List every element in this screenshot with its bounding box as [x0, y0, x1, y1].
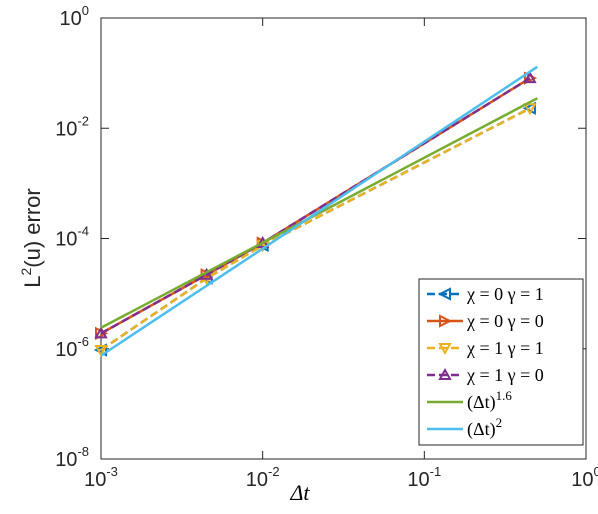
tick-base: 10	[60, 8, 82, 30]
y-tick-label: 10-6	[55, 334, 89, 361]
legend-marker	[439, 314, 453, 328]
tick-exponent: -2	[268, 464, 280, 479]
legend-marker	[437, 287, 451, 301]
tick-exponent: -1	[430, 464, 442, 479]
marker	[522, 101, 536, 115]
y-label-rest: (u) error	[20, 188, 45, 267]
legend-name: (Δt)	[467, 392, 496, 413]
marker	[94, 326, 108, 339]
tick-base: 10	[55, 229, 77, 251]
tick-exponent: -4	[77, 224, 89, 239]
y-tick-label: 100	[60, 3, 89, 30]
legend-name: χ = 0 γ = 0	[466, 311, 544, 331]
tick-base: 10	[55, 339, 77, 361]
tick-base: 10	[407, 469, 429, 491]
marker	[523, 71, 537, 84]
legend-marker	[438, 367, 452, 380]
y-axis-label: L2(u) error	[18, 188, 45, 288]
marker	[523, 71, 538, 85]
y-tick-label: 10-2	[55, 113, 89, 140]
tick-exponent: -6	[77, 334, 89, 349]
marker	[93, 343, 107, 357]
x-tick-label: 10-1	[407, 464, 441, 491]
marker	[95, 326, 109, 341]
y-label-sup: 2	[18, 268, 34, 276]
legend-label: χ = 0 γ = 0	[466, 311, 544, 331]
tick-base: 10	[55, 118, 77, 140]
legend-label: χ = 1 γ = 0	[466, 365, 544, 385]
legend-box	[418, 278, 584, 446]
tick-base: 10	[571, 469, 593, 491]
x-axis-label: Δt	[289, 480, 310, 505]
y-tick-label: 10-4	[55, 224, 89, 251]
legend-label: χ = 0 γ = 1	[466, 284, 544, 304]
x-tick-label: 10-3	[84, 464, 118, 491]
legend-name: χ = 1 γ = 1	[466, 338, 544, 358]
legend-exponent: 1.6	[496, 388, 513, 403]
tick-base: 10	[84, 469, 106, 491]
tick-exponent: 0	[594, 464, 598, 479]
tick-exponent: 0	[82, 3, 89, 18]
marker	[523, 103, 537, 116]
legend-exponent: 2	[496, 415, 503, 430]
legend-label: (Δt)1.6	[467, 388, 512, 413]
tick-base: 10	[55, 449, 77, 471]
x-tick-label: 10-2	[246, 464, 280, 491]
tick-base: 10	[246, 469, 268, 491]
series-line	[100, 65, 539, 357]
legend-label: (Δt)2	[467, 415, 502, 440]
tick-exponent: -3	[106, 464, 118, 479]
tick-exponent: -2	[77, 113, 89, 128]
legend-name: χ = 1 γ = 0	[466, 365, 544, 385]
legend-marker	[438, 343, 452, 356]
series-line	[100, 107, 531, 352]
legend-label: χ = 1 γ = 1	[466, 338, 544, 358]
marker	[94, 344, 108, 358]
y-tick-label: 10-8	[55, 444, 89, 471]
x-tick-label: 100	[571, 464, 598, 491]
tick-exponent: -8	[77, 444, 89, 459]
legend-name: χ = 0 γ = 1	[466, 284, 544, 304]
y-label-base: L	[20, 276, 45, 288]
series-line	[100, 97, 538, 329]
legend-name: (Δt)	[467, 419, 496, 440]
